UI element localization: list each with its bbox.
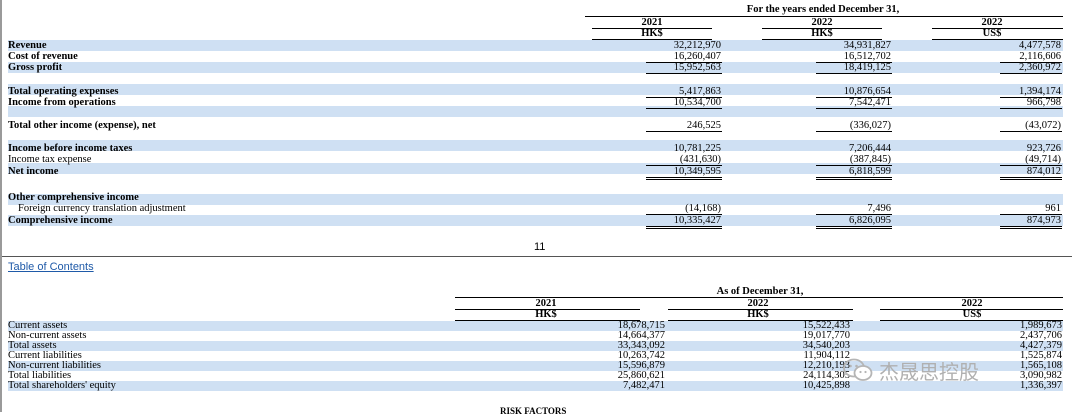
cell: 25,860,621: [617, 370, 665, 381]
row-label-total-other-income: Total other income (expense), net: [8, 120, 156, 131]
cell: (431,630): [679, 154, 721, 165]
cell: 874,973: [1026, 215, 1061, 226]
bs-label-total-assets: Total assets: [8, 340, 57, 351]
cell: 6,826,095: [849, 215, 891, 226]
cell: 874,012: [1026, 166, 1061, 177]
cell: (14,168): [685, 203, 721, 214]
cell: 923,726: [1026, 143, 1061, 154]
cell: 2,360,972: [1019, 62, 1061, 73]
cell: 7,496: [867, 203, 891, 214]
cell: 10,335,427: [673, 215, 721, 226]
cell: 1,336,397: [1020, 380, 1062, 391]
cell: 4,477,578: [1019, 40, 1061, 51]
cell: 34,540,203: [802, 340, 850, 351]
cell: 5,417,863: [679, 86, 721, 97]
period-header: For the years ended December 31,: [746, 4, 900, 15]
cell: 10,425,898: [802, 380, 850, 391]
cell: 6,818,599: [849, 166, 891, 177]
cell: 32,212,970: [673, 40, 721, 51]
bs-period-header: As of December 31,: [716, 286, 804, 297]
cell: 10,876,654: [843, 86, 891, 97]
year-2022-usd: 2022: [981, 17, 1003, 28]
cell: 10,534,700: [673, 97, 721, 108]
cell: 1,989,673: [1020, 320, 1062, 331]
cell: 2,437,706: [1020, 330, 1062, 341]
bs-currency-hkd-2022: HK$: [747, 309, 769, 320]
row-label-revenue: Revenue: [8, 40, 47, 51]
cell: (336,027): [849, 120, 891, 131]
page-number: 11: [534, 241, 546, 253]
bs-currency-usd-2022: US$: [962, 309, 982, 320]
cell: 33,343,092: [617, 340, 665, 351]
cell: 18,419,125: [843, 62, 891, 73]
bs-label-total-liabilities: Total liabilities: [8, 370, 72, 381]
cell: 7,542,471: [849, 97, 891, 108]
cell: 34,931,827: [843, 40, 891, 51]
cell: 10,349,595: [673, 166, 721, 177]
currency-hkd-2021: HK$: [641, 28, 663, 39]
bs-label-total-shareholders-equity: Total shareholders' equity: [8, 380, 116, 391]
cell: 3,090,982: [1020, 370, 1062, 381]
row-label-income-tax-expense: Income tax expense: [8, 154, 92, 165]
cell: 16,260,407: [673, 51, 721, 62]
currency-usd-2022: US$: [982, 28, 1002, 39]
cell: 1,565,108: [1020, 360, 1062, 371]
table-of-contents-link[interactable]: Table of Contents: [8, 261, 94, 273]
cell: 12,210,193: [802, 360, 850, 371]
header-rule: [585, 16, 1063, 17]
row-label-gross-profit: Gross profit: [8, 62, 63, 73]
bs-currency-hkd-2021: HK$: [535, 309, 557, 320]
bs-label-current-liabilities: Current liabilities: [8, 350, 82, 361]
year-2022-hkd: 2022: [811, 17, 833, 28]
cell: 246,525: [686, 120, 721, 131]
row-label-other-comprehensive-income: Other comprehensive income: [8, 192, 139, 203]
cell: 1,525,874: [1020, 350, 1062, 361]
cell: 966,798: [1026, 97, 1061, 108]
cell: 4,427,379: [1020, 340, 1062, 351]
cell: (49,714): [1025, 154, 1061, 165]
cell: 16,512,702: [843, 51, 891, 62]
bs-label-non-current-liabilities: Non-current liabilities: [8, 360, 102, 371]
cell: 11,904,112: [803, 350, 850, 361]
cell: 2,116,606: [1019, 51, 1061, 62]
cell: (43,072): [1025, 120, 1061, 131]
bs-label-current-assets: Current assets: [8, 320, 68, 331]
row-label-net-income: Net income: [8, 166, 59, 177]
wechat-icon: [843, 358, 873, 381]
cell: (387,845): [849, 154, 891, 165]
cell: 15,952,563: [673, 62, 721, 73]
bs-year-2021: 2021: [535, 298, 557, 309]
cell: 18,678,715: [617, 320, 665, 331]
bs-year-2022-usd: 2022: [961, 298, 983, 309]
cell: 961: [1045, 203, 1061, 214]
cell: 10,781,225: [673, 143, 721, 154]
wechat-watermark: 杰晟思控股: [843, 353, 979, 387]
cell: 1,394,174: [1019, 86, 1061, 97]
year-2021: 2021: [641, 17, 663, 28]
cell: 14,664,377: [617, 330, 665, 341]
currency-hkd-2022: HK$: [811, 28, 833, 39]
row-label-cost-of-revenue: Cost of revenue: [8, 51, 78, 62]
watermark-text: 杰晟思控股: [879, 359, 979, 384]
row-label-income-before-taxes: Income before income taxes: [8, 143, 133, 154]
left-edge: [0, 0, 2, 412]
bs-label-non-current-assets: Non-current assets: [8, 330, 87, 341]
cell: 15,596,879: [617, 360, 665, 371]
cell: 24,114,305: [803, 370, 850, 381]
cell: 15,522,433: [802, 320, 850, 331]
row-label-total-operating-expenses: Total operating expenses: [8, 86, 119, 97]
row-label-fx-translation: Foreign currency translation adjustment: [18, 203, 186, 214]
risk-factors-heading: RISK FACTORS: [500, 406, 567, 416]
row-label-income-from-operations: Income from operations: [8, 97, 116, 108]
cell: 10,263,742: [617, 350, 665, 361]
cell: 19,017,770: [802, 330, 850, 341]
cell: 7,482,471: [623, 380, 665, 391]
page-break-rule: [0, 256, 1072, 257]
row-label-comprehensive-income: Comprehensive income: [8, 215, 113, 226]
bs-year-2022-hkd: 2022: [747, 298, 769, 309]
cell: 7,206,444: [849, 143, 891, 154]
